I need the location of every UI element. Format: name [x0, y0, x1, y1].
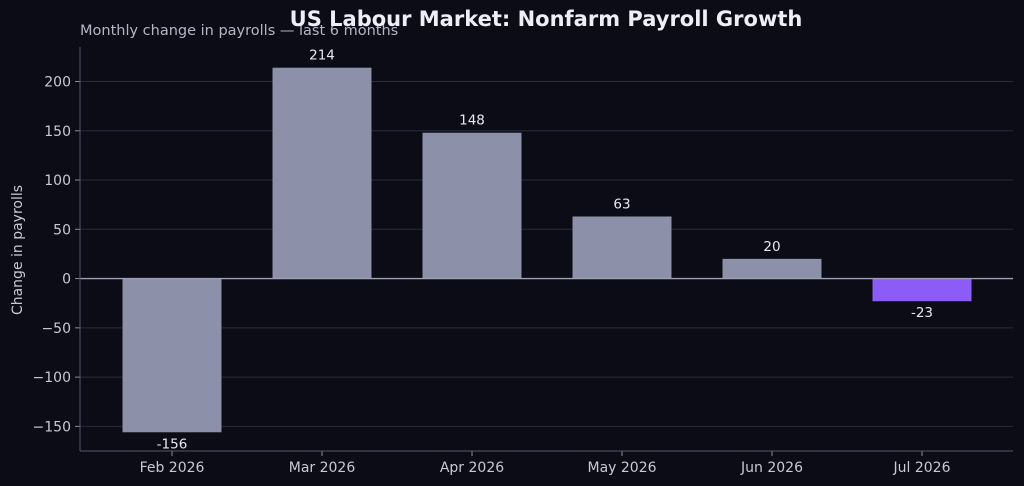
bar-apr-2026 — [422, 132, 522, 279]
y-tick-label: 0 — [62, 272, 71, 288]
data-label: 20 — [763, 239, 780, 255]
bar-feb-2026 — [122, 278, 222, 433]
bar-jul-2026 — [872, 278, 972, 302]
x-tick-label: Jul 2026 — [893, 460, 951, 476]
y-tick-label: 200 — [44, 74, 71, 90]
x-tick-label: May 2026 — [587, 460, 656, 476]
data-label: 148 — [459, 113, 485, 129]
x-tick-label: Feb 2026 — [140, 460, 205, 476]
grid-lines — [80, 80, 1013, 427]
x-tick-label: Mar 2026 — [289, 460, 356, 476]
bar-jun-2026 — [722, 258, 822, 279]
y-tick-label: −150 — [33, 419, 71, 435]
bar-may-2026 — [572, 216, 672, 279]
data-label: -156 — [157, 436, 188, 452]
data-label: -23 — [911, 305, 933, 321]
bar-mar-2026 — [272, 67, 372, 279]
y-tick-label: 100 — [44, 173, 71, 189]
y-tick-label: −100 — [33, 370, 71, 386]
chart-subtitle: Monthly change in payrolls — last 6 mont… — [80, 23, 398, 39]
axes: −150 −100 −50 0 50 100 150 200 Feb 2026 Mar 2026 A… — [33, 47, 1013, 476]
y-tick-label: 150 — [44, 124, 71, 140]
x-tick-label: Jun 2026 — [740, 460, 803, 476]
y-tick-label: −50 — [41, 321, 71, 337]
y-tick-label: 50 — [53, 222, 71, 238]
bars — [122, 67, 972, 433]
data-labels: -156 214 148 63 20 -23 — [157, 48, 933, 453]
data-label: 214 — [309, 48, 335, 64]
y-axis-label: Change in payrolls — [10, 185, 26, 315]
chart-title: US Labour Market: Nonfarm Payroll Growth — [290, 7, 803, 31]
data-label: 63 — [613, 196, 630, 212]
x-tick-label: Apr 2026 — [440, 460, 504, 476]
